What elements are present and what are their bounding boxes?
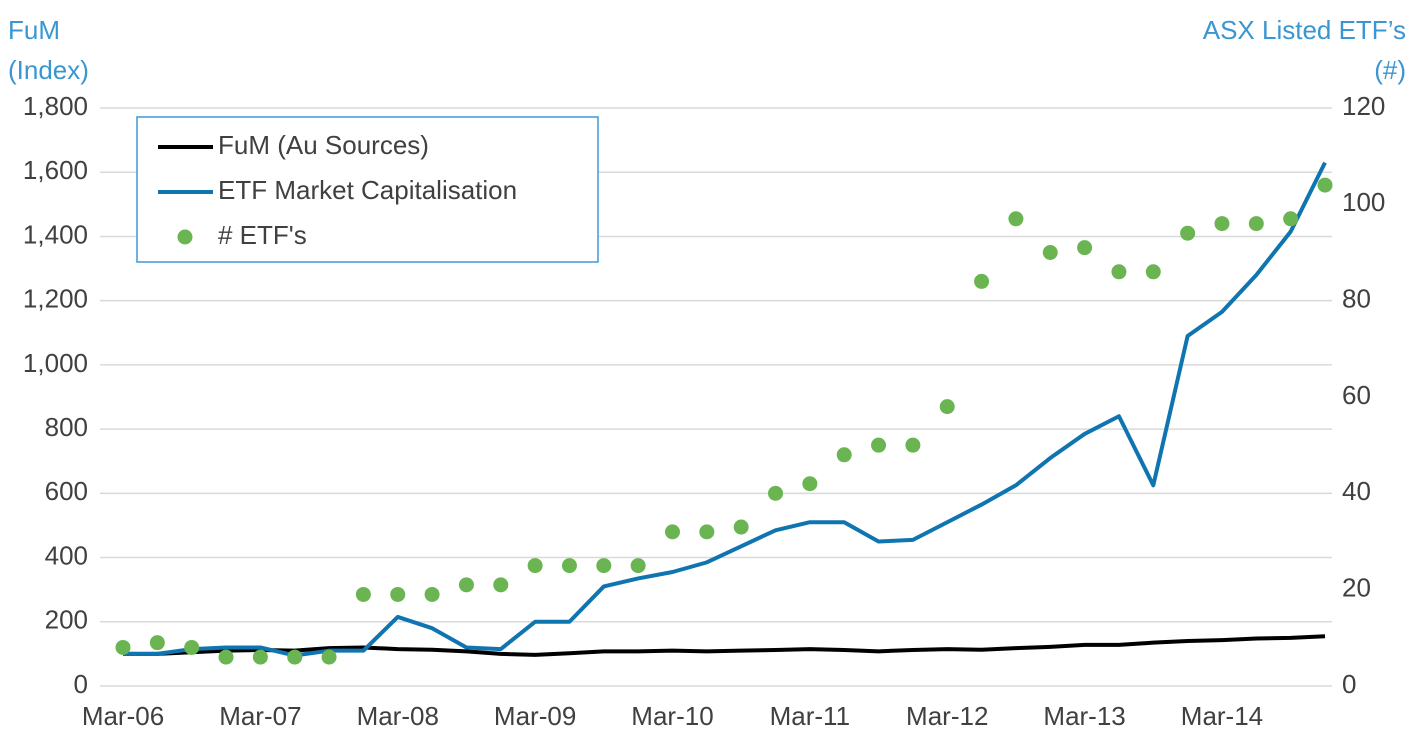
x-tick-label: Mar-11 [770, 701, 850, 731]
data-point [974, 273, 990, 289]
x-tick-label: Mar-07 [219, 701, 301, 731]
data-point [802, 476, 818, 492]
data-point [1180, 225, 1196, 241]
y-tick-label: 1,400 [23, 219, 88, 249]
data-point [493, 577, 509, 593]
y-tick-label: 1,200 [23, 284, 88, 314]
data-point [115, 639, 131, 655]
x-tick-label: Mar-14 [1181, 701, 1263, 731]
data-point [149, 635, 165, 651]
data-point [939, 399, 955, 415]
data-point [630, 558, 646, 574]
y-tick-label: 400 [45, 540, 88, 570]
data-line [123, 161, 1327, 658]
data-point [733, 519, 749, 535]
y2-axis-title: (#) [1374, 55, 1406, 85]
data-point [905, 437, 921, 453]
y2-tick-label: 20 [1342, 573, 1371, 603]
data-point [1145, 264, 1161, 280]
data-point [871, 437, 887, 453]
legend-marker [177, 229, 193, 245]
data-point [1283, 211, 1299, 227]
data-point [355, 586, 371, 602]
data-point [527, 558, 543, 574]
x-tick-label: Mar-08 [357, 701, 439, 731]
data-point [218, 649, 234, 665]
y-axis-title: (Index) [8, 55, 89, 85]
y2-tick-label: 0 [1342, 669, 1356, 699]
y-tick-label: 0 [74, 669, 88, 699]
data-point [184, 639, 200, 655]
y-tick-label: 1,600 [23, 155, 88, 185]
data-point [1077, 240, 1093, 256]
data-point [390, 586, 406, 602]
data-point [1214, 216, 1230, 232]
legend-label: ETF Market Capitalisation [218, 175, 517, 205]
x-tick-label: Mar-13 [1043, 701, 1125, 731]
data-point [596, 558, 612, 574]
legend-box [136, 116, 599, 263]
y2-axis-title: ASX Listed ETF’s [1203, 15, 1406, 45]
y2-tick-label: 60 [1342, 380, 1371, 410]
y2-tick-label: 40 [1342, 476, 1371, 506]
y-tick-label: 200 [45, 605, 88, 635]
x-tick-label: Mar-06 [82, 701, 164, 731]
x-tick-label: Mar-10 [631, 701, 713, 731]
data-point [252, 649, 268, 665]
y2-tick-label: 80 [1342, 284, 1371, 314]
y-tick-label: 800 [45, 412, 88, 442]
y2-tick-label: 100 [1342, 187, 1385, 217]
data-point [287, 649, 303, 665]
legend-label: FuM (Au Sources) [218, 130, 429, 160]
data-point [1042, 245, 1058, 260]
data-point [561, 558, 577, 574]
x-tick-label: Mar-12 [906, 701, 988, 731]
y2-tick-label: 120 [1342, 91, 1385, 121]
data-line [123, 634, 1326, 657]
y-tick-label: 600 [45, 476, 88, 506]
y-axis-title: FuM [8, 15, 60, 45]
data-point [1317, 177, 1333, 193]
x-tick-label: Mar-09 [494, 701, 576, 731]
data-point [321, 649, 337, 665]
data-point [424, 586, 440, 602]
data-point [836, 447, 852, 463]
data-point [1248, 216, 1264, 232]
legend-label: # ETF's [218, 220, 307, 250]
data-point [768, 485, 784, 501]
y-tick-label: 1,800 [23, 91, 88, 121]
data-point [664, 524, 680, 540]
data-point [1111, 264, 1127, 280]
y-tick-label: 1,000 [23, 348, 88, 378]
data-point [458, 577, 474, 593]
data-point [1008, 211, 1024, 227]
data-point [699, 524, 715, 540]
